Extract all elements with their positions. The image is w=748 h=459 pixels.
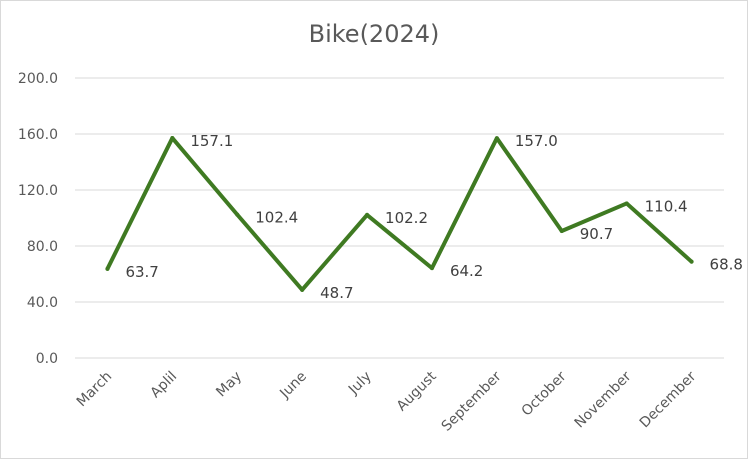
data-point bbox=[689, 259, 694, 264]
chart-title: Bike(2024) bbox=[308, 20, 440, 48]
y-tick-label: 160.0 bbox=[18, 127, 58, 143]
data-point bbox=[494, 136, 499, 141]
data-label: 63.7 bbox=[125, 263, 158, 281]
x-tick-label: September bbox=[439, 368, 505, 434]
data-point bbox=[624, 201, 629, 206]
x-tick-label: August bbox=[394, 368, 440, 414]
data-label: 64.2 bbox=[450, 262, 483, 280]
x-tick-label: March bbox=[74, 369, 115, 410]
data-label: 48.7 bbox=[320, 284, 353, 302]
x-tick-label: May bbox=[213, 369, 245, 401]
series-line bbox=[105, 136, 694, 292]
y-tick-label: 200.0 bbox=[18, 71, 58, 87]
x-tick-label: November bbox=[572, 368, 635, 431]
data-point bbox=[559, 229, 564, 234]
data-label: 68.8 bbox=[710, 256, 743, 274]
y-tick-label: 40.0 bbox=[27, 295, 58, 311]
x-tick-label: July bbox=[345, 369, 375, 399]
x-tick-label: June bbox=[276, 369, 310, 403]
data-label: 102.2 bbox=[385, 209, 428, 227]
data-point bbox=[170, 136, 175, 141]
x-tick-label: Aplil bbox=[148, 369, 181, 402]
y-tick-label: 80.0 bbox=[27, 239, 58, 255]
data-point bbox=[429, 266, 434, 271]
data-label: 157.0 bbox=[515, 132, 558, 150]
data-point bbox=[300, 287, 305, 292]
data-label: 102.4 bbox=[255, 209, 298, 227]
data-point bbox=[105, 266, 110, 271]
y-tick-label: 0.0 bbox=[36, 351, 58, 367]
data-label: 90.7 bbox=[580, 225, 613, 243]
data-point bbox=[365, 212, 370, 217]
data-point bbox=[235, 212, 240, 217]
y-tick-label: 120.0 bbox=[18, 183, 58, 199]
x-tick-label: October bbox=[519, 368, 570, 419]
x-tick-label: December bbox=[637, 368, 700, 431]
data-label: 157.1 bbox=[190, 132, 233, 150]
data-label: 110.4 bbox=[645, 197, 688, 215]
